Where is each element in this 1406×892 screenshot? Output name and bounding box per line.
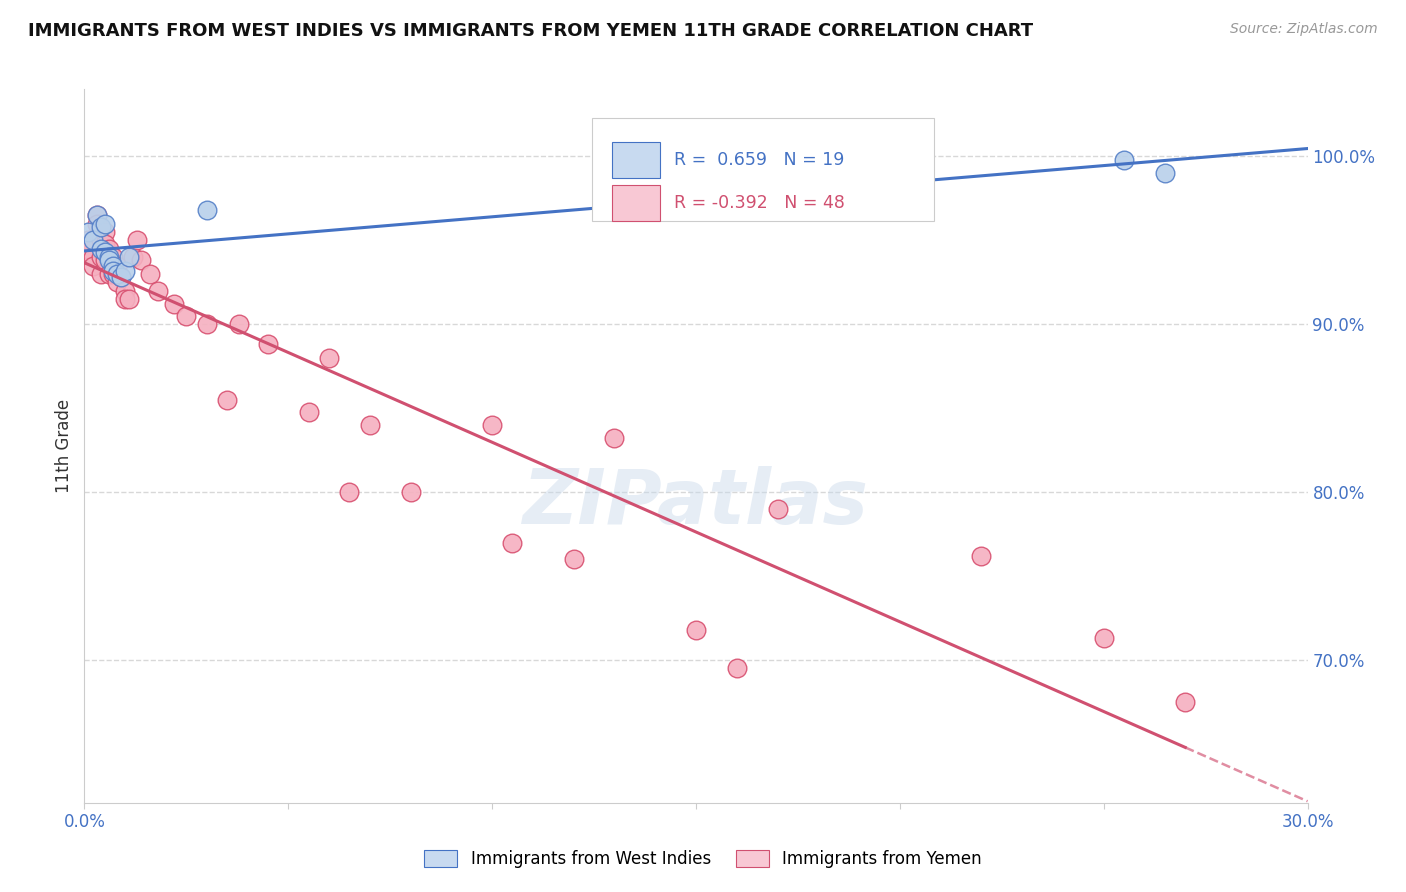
Point	[118, 250, 141, 264]
Point	[195, 318, 218, 332]
Point	[1154, 166, 1177, 180]
Point	[105, 259, 128, 273]
Text: ZIPatlas: ZIPatlas	[523, 467, 869, 540]
Point	[138, 267, 160, 281]
Point	[298, 404, 321, 418]
Point	[101, 259, 124, 273]
Point	[86, 208, 108, 222]
Point	[101, 263, 124, 277]
Point	[90, 267, 112, 281]
FancyBboxPatch shape	[612, 186, 661, 221]
Point	[359, 417, 381, 432]
Point	[114, 292, 136, 306]
Point	[105, 275, 128, 289]
Legend: Immigrants from West Indies, Immigrants from Yemen: Immigrants from West Indies, Immigrants …	[418, 843, 988, 875]
Point	[562, 552, 585, 566]
Point	[339, 485, 361, 500]
Point	[318, 351, 340, 365]
Point	[603, 432, 626, 446]
Point	[90, 233, 112, 247]
Point	[101, 267, 124, 281]
Point	[97, 253, 120, 268]
Point	[399, 485, 422, 500]
Point	[90, 219, 112, 234]
Point	[86, 217, 108, 231]
Point	[114, 263, 136, 277]
Point	[97, 267, 120, 281]
Text: IMMIGRANTS FROM WEST INDIES VS IMMIGRANTS FROM YEMEN 11TH GRADE CORRELATION CHAR: IMMIGRANTS FROM WEST INDIES VS IMMIGRANT…	[28, 22, 1033, 40]
Point	[217, 392, 239, 407]
FancyBboxPatch shape	[592, 118, 935, 221]
Point	[122, 250, 145, 264]
Point	[685, 623, 707, 637]
Point	[127, 233, 149, 247]
Point	[502, 535, 524, 549]
Point	[97, 242, 120, 256]
Point	[114, 284, 136, 298]
Point	[77, 225, 100, 239]
Point	[90, 250, 112, 264]
Point	[77, 242, 100, 256]
Point	[90, 242, 112, 256]
Point	[82, 250, 104, 264]
Point	[86, 208, 108, 222]
Text: Source: ZipAtlas.com: Source: ZipAtlas.com	[1230, 22, 1378, 37]
Point	[118, 292, 141, 306]
Point	[163, 297, 186, 311]
Text: R =  0.659   N = 19: R = 0.659 N = 19	[673, 151, 845, 169]
Point	[93, 236, 117, 251]
Point	[101, 250, 124, 264]
Point	[766, 502, 789, 516]
Point	[1114, 153, 1136, 167]
Point	[1092, 632, 1115, 646]
Point	[146, 284, 169, 298]
Point	[970, 549, 993, 563]
Point	[257, 337, 280, 351]
Point	[93, 245, 117, 260]
Point	[97, 250, 120, 264]
Point	[195, 203, 218, 218]
Point	[82, 233, 104, 247]
Point	[93, 225, 117, 239]
Y-axis label: 11th Grade: 11th Grade	[55, 399, 73, 493]
Text: R = -0.392   N = 48: R = -0.392 N = 48	[673, 194, 845, 212]
Point	[110, 270, 132, 285]
Point	[725, 661, 748, 675]
FancyBboxPatch shape	[612, 142, 661, 178]
Point	[93, 253, 117, 268]
Point	[105, 267, 128, 281]
Point	[1174, 695, 1197, 709]
Point	[176, 309, 198, 323]
Point	[131, 253, 153, 268]
Point	[228, 318, 250, 332]
Point	[110, 270, 132, 285]
Point	[77, 233, 100, 247]
Point	[82, 259, 104, 273]
Point	[685, 178, 707, 192]
Point	[481, 417, 503, 432]
Point	[93, 217, 117, 231]
